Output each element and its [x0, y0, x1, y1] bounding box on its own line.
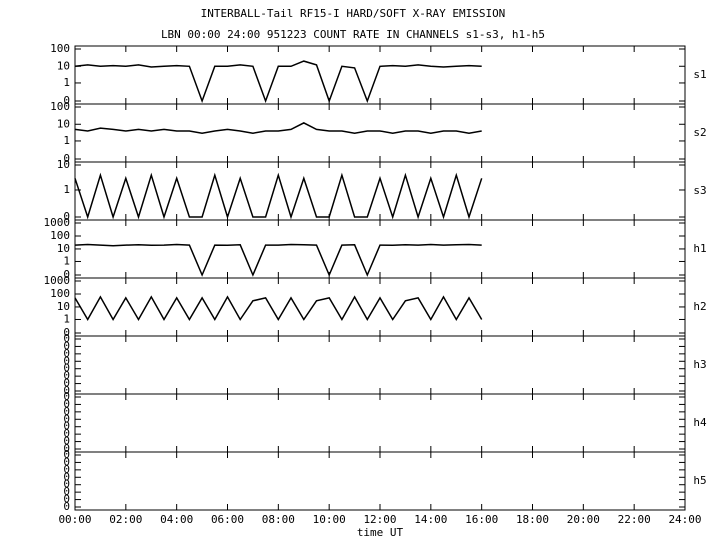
y-tick-label: 10: [57, 117, 70, 130]
panel-frame: [74, 335, 686, 395]
y-tick-label: 0: [63, 435, 70, 448]
y-tick-label: 0: [63, 268, 70, 281]
panel-label: s2: [693, 126, 706, 139]
x-tick-label: 22:00: [618, 513, 651, 526]
y-tick-label: 0: [63, 339, 70, 352]
y-tick-label: 0: [63, 470, 70, 483]
data-line: [74, 60, 482, 104]
x-tick-label: 10:00: [313, 513, 346, 526]
y-tick-label: 0: [63, 210, 70, 223]
data-line: [74, 122, 482, 134]
x-axis-label: time UT: [357, 526, 404, 539]
panel-label: h2: [693, 300, 706, 313]
y-tick-label: 0: [63, 442, 70, 455]
x-tick-label: 06:00: [211, 513, 244, 526]
x-tick-label: 20:00: [567, 513, 600, 526]
y-tick-label: 10: [57, 300, 70, 313]
y-tick-label: 0: [63, 463, 70, 476]
y-tick-label: 0: [63, 397, 70, 410]
y-tick-label: 0: [63, 500, 70, 513]
y-tick-label: 1: [63, 183, 70, 196]
y-tick-label: 0: [63, 427, 70, 440]
y-tick-label: 0: [63, 412, 70, 425]
y-tick-label: 1: [63, 134, 70, 147]
y-tick-label: 0: [63, 354, 70, 367]
y-tick-label: 0: [63, 405, 70, 418]
x-tick-label: 04:00: [160, 513, 193, 526]
y-tick-label: 100: [50, 229, 70, 242]
y-tick-label: 1: [63, 254, 70, 267]
panel-frame: [74, 277, 686, 337]
panel-frame: [74, 45, 686, 105]
y-tick-label: 0: [63, 485, 70, 498]
y-tick-label: 0: [63, 362, 70, 375]
data-line: [74, 172, 483, 220]
panel-label: h4: [693, 416, 707, 429]
y-tick-label: 0: [63, 332, 70, 345]
chart-title: INTERBALL-Tail RF15-I HARD/SOFT X-RAY EM…: [201, 7, 506, 20]
y-tick-label: 0: [63, 347, 70, 360]
x-tick-label: 18:00: [516, 513, 549, 526]
y-tick-label: 0: [63, 478, 70, 491]
y-tick-label: 0: [63, 448, 70, 461]
y-tick-label: 0: [63, 152, 70, 165]
y-tick-label: 0: [63, 455, 70, 468]
panel-frame: [74, 393, 686, 453]
panel-label: h5: [693, 474, 706, 487]
y-tick-label: 1000: [44, 274, 71, 287]
x-tick-label: 08:00: [262, 513, 295, 526]
panel-label: h3: [693, 358, 706, 371]
y-tick-label: 10: [57, 158, 70, 171]
panel-frame: [74, 219, 686, 279]
y-tick-label: 100: [50, 42, 70, 55]
panel-label: h1: [693, 242, 706, 255]
x-tick-label: 16:00: [465, 513, 498, 526]
chart-subtitle: LBN 00:00 24:00 951223 COUNT RATE IN CHA…: [161, 28, 545, 41]
x-tick-label: 00:00: [58, 513, 91, 526]
y-tick-label: 0: [63, 420, 70, 433]
panel-frame: [74, 103, 686, 163]
y-tick-label: 1: [63, 312, 70, 325]
data-line: [74, 295, 483, 322]
y-tick-label: 0: [63, 369, 70, 382]
x-tick-label: 12:00: [363, 513, 396, 526]
y-tick-label: 0: [63, 326, 70, 339]
y-tick-label: 100: [50, 287, 70, 300]
x-tick-label: 14:00: [414, 513, 447, 526]
y-tick-label: 10: [57, 59, 70, 72]
panel-frame: [74, 451, 686, 511]
y-tick-label: 0: [63, 493, 70, 506]
y-tick-label: 0: [63, 94, 70, 107]
y-tick-label: 0: [63, 390, 70, 403]
y-tick-label: 0: [63, 384, 70, 397]
y-tick-label: 100: [50, 100, 70, 113]
x-tick-label: 02:00: [109, 513, 142, 526]
panel-label: s3: [693, 184, 706, 197]
data-line: [74, 243, 482, 277]
x-tick-label: 24:00: [668, 513, 701, 526]
y-tick-label: 1: [63, 76, 70, 89]
y-tick-label: 0: [63, 377, 70, 390]
panel-label: s1: [693, 68, 706, 81]
y-tick-label: 1000: [44, 216, 71, 229]
y-tick-label: 10: [57, 242, 70, 255]
